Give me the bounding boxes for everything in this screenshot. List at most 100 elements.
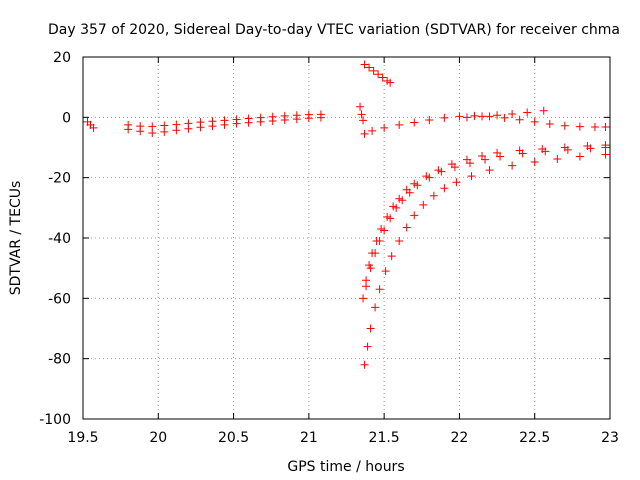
data-point bbox=[478, 112, 487, 121]
data-point bbox=[530, 117, 539, 126]
series-s8 bbox=[359, 141, 610, 303]
data-point bbox=[375, 285, 384, 294]
y-tick-label: -100 bbox=[39, 412, 71, 428]
data-point bbox=[425, 173, 434, 182]
x-tick-label: 20 bbox=[149, 430, 167, 446]
data-point bbox=[360, 60, 369, 69]
data-point bbox=[365, 63, 374, 72]
x-tick-label: 23 bbox=[601, 430, 619, 446]
data-point bbox=[378, 73, 387, 82]
data-point bbox=[575, 122, 584, 131]
y-tick-label: 20 bbox=[53, 50, 71, 66]
data-point bbox=[381, 267, 390, 276]
data-point bbox=[545, 119, 554, 128]
data-point bbox=[366, 264, 375, 273]
y-tick-label: -20 bbox=[48, 171, 71, 187]
data-points bbox=[83, 60, 610, 369]
x-tick-label: 22 bbox=[451, 430, 469, 446]
data-point bbox=[380, 123, 389, 132]
data-point bbox=[590, 122, 599, 131]
data-point bbox=[563, 145, 572, 154]
data-point bbox=[375, 237, 384, 246]
x-tick-label: 20.5 bbox=[218, 430, 249, 446]
x-tick-labels: 19.5 20 20.5 21 21.5 22 22.5 23 bbox=[67, 430, 619, 446]
data-point bbox=[601, 122, 610, 131]
data-point bbox=[172, 126, 181, 135]
data-point bbox=[515, 115, 524, 124]
x-tick-label: 19.5 bbox=[67, 430, 98, 446]
data-point bbox=[455, 112, 464, 121]
data-point bbox=[429, 191, 438, 200]
x-tick-label: 22.5 bbox=[519, 430, 550, 446]
series-s6 bbox=[360, 111, 610, 138]
data-point bbox=[220, 120, 229, 129]
data-point bbox=[395, 237, 404, 246]
y-tick-label: 0 bbox=[62, 110, 71, 126]
data-point bbox=[481, 155, 490, 164]
y-tick-label: -60 bbox=[48, 291, 71, 307]
data-point bbox=[419, 200, 428, 209]
data-point bbox=[462, 113, 471, 122]
data-point bbox=[148, 129, 157, 138]
data-point bbox=[366, 324, 375, 333]
data-point bbox=[160, 127, 169, 136]
series-s1 bbox=[83, 117, 98, 132]
data-point bbox=[316, 113, 325, 122]
data-point bbox=[410, 211, 419, 220]
data-point bbox=[357, 110, 366, 119]
data-point bbox=[440, 184, 449, 193]
data-point bbox=[208, 122, 217, 131]
data-point bbox=[374, 70, 383, 79]
data-point bbox=[530, 157, 539, 166]
data-point bbox=[360, 129, 369, 138]
series-s4 bbox=[356, 102, 368, 125]
data-point bbox=[518, 149, 527, 158]
data-point bbox=[363, 342, 372, 351]
x-tick-label: 21 bbox=[300, 430, 318, 446]
data-point bbox=[89, 123, 98, 132]
data-point bbox=[360, 360, 369, 369]
data-point bbox=[371, 303, 380, 312]
data-point bbox=[380, 226, 389, 235]
data-point bbox=[437, 167, 446, 176]
data-point bbox=[402, 223, 411, 232]
data-point bbox=[256, 117, 265, 126]
data-point bbox=[386, 78, 395, 87]
data-point bbox=[539, 106, 548, 115]
data-point bbox=[493, 111, 502, 120]
data-point bbox=[280, 116, 289, 125]
data-point bbox=[452, 178, 461, 187]
data-point bbox=[405, 188, 414, 197]
grid-lines bbox=[83, 57, 610, 419]
series-s5 bbox=[360, 60, 395, 87]
data-point bbox=[136, 127, 145, 136]
data-point bbox=[395, 120, 404, 129]
data-point bbox=[359, 294, 368, 303]
series-s7 bbox=[462, 106, 548, 122]
y-axis-label: SDTVAR / TECUs bbox=[8, 181, 24, 296]
data-point bbox=[392, 203, 401, 212]
data-point bbox=[485, 112, 494, 121]
data-point bbox=[508, 161, 517, 170]
data-point bbox=[362, 282, 371, 291]
y-tick-label: -40 bbox=[48, 231, 71, 247]
data-point bbox=[369, 66, 378, 75]
data-point bbox=[541, 147, 550, 156]
x-axis-label: GPS time / hours bbox=[287, 459, 404, 475]
data-point bbox=[196, 123, 205, 132]
plot-frame bbox=[82, 56, 611, 420]
y-tick-labels: -100 -80 -60 -40 -20 0 20 bbox=[39, 50, 71, 428]
data-point bbox=[508, 110, 517, 119]
data-point bbox=[496, 152, 505, 161]
data-point bbox=[356, 102, 365, 111]
series-s10 bbox=[360, 150, 610, 369]
data-point bbox=[368, 126, 377, 135]
data-point bbox=[523, 108, 532, 117]
data-point bbox=[292, 115, 301, 124]
data-point bbox=[500, 113, 509, 122]
data-point bbox=[124, 125, 133, 134]
series-s3 bbox=[124, 113, 325, 138]
data-point bbox=[387, 252, 396, 261]
data-point bbox=[553, 154, 562, 163]
